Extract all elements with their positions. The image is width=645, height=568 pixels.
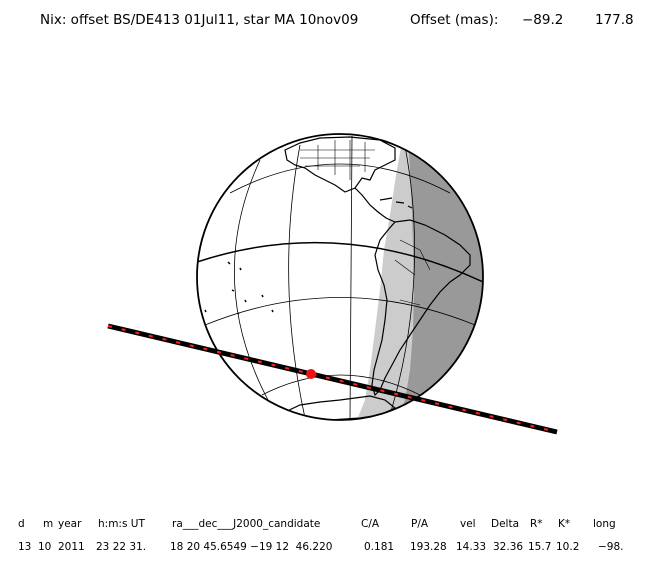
value-kstar: 10.2	[556, 541, 580, 553]
header-coordinates: ra___dec___J2000_candidate	[172, 518, 321, 530]
south-america-borders	[394, 239, 431, 306]
header-delta: Delta	[491, 518, 520, 530]
antarctica-coast	[283, 395, 397, 420]
header-m: m	[43, 518, 54, 530]
coastlines	[204, 136, 471, 420]
south-america-coast	[371, 219, 471, 397]
north-america-coast	[284, 136, 396, 193]
value-d: 13	[18, 541, 32, 553]
value-year: 2011	[58, 541, 85, 553]
pacific-islands	[204, 261, 274, 315]
globe-outline	[196, 133, 484, 421]
value-ca: 0.181	[364, 541, 395, 553]
us-state-lines	[300, 140, 375, 180]
offset-y-value: 177.8	[595, 12, 634, 28]
header-ca: C/A	[361, 518, 380, 530]
value-coordinates: 18 20 45.6549 −19 12 46.220	[170, 541, 333, 553]
shadow-path-line	[107, 323, 558, 435]
graticule	[204, 135, 476, 420]
header-vel: vel	[460, 518, 476, 530]
value-delta: 32.36	[493, 541, 524, 553]
value-vel: 14.33	[456, 541, 487, 553]
header-kstar: K*	[558, 518, 571, 530]
central-america-coast	[354, 187, 396, 223]
plot-title: Nix: offset BS/DE413 01Jul11, star MA 10…	[40, 12, 359, 28]
event-marker	[306, 369, 316, 379]
caribbean-islands	[379, 197, 413, 209]
value-m: 10	[38, 541, 52, 553]
value-pa: 193.28	[410, 541, 447, 553]
header-time: h:m:s UT	[98, 518, 145, 530]
header-pa: P/A	[411, 518, 429, 530]
header-long: long	[593, 518, 616, 530]
value-rstar: 15.7	[528, 541, 552, 553]
header-year: year	[58, 518, 82, 530]
header-rstar: R*	[530, 518, 543, 530]
offset-label: Offset (mas):	[410, 12, 499, 28]
value-time: 23 22 31.	[96, 541, 147, 553]
header-d: d	[18, 518, 25, 530]
offset-x-value: −89.2	[522, 12, 564, 28]
value-long: −98.	[598, 541, 624, 553]
equator-line	[197, 241, 483, 283]
